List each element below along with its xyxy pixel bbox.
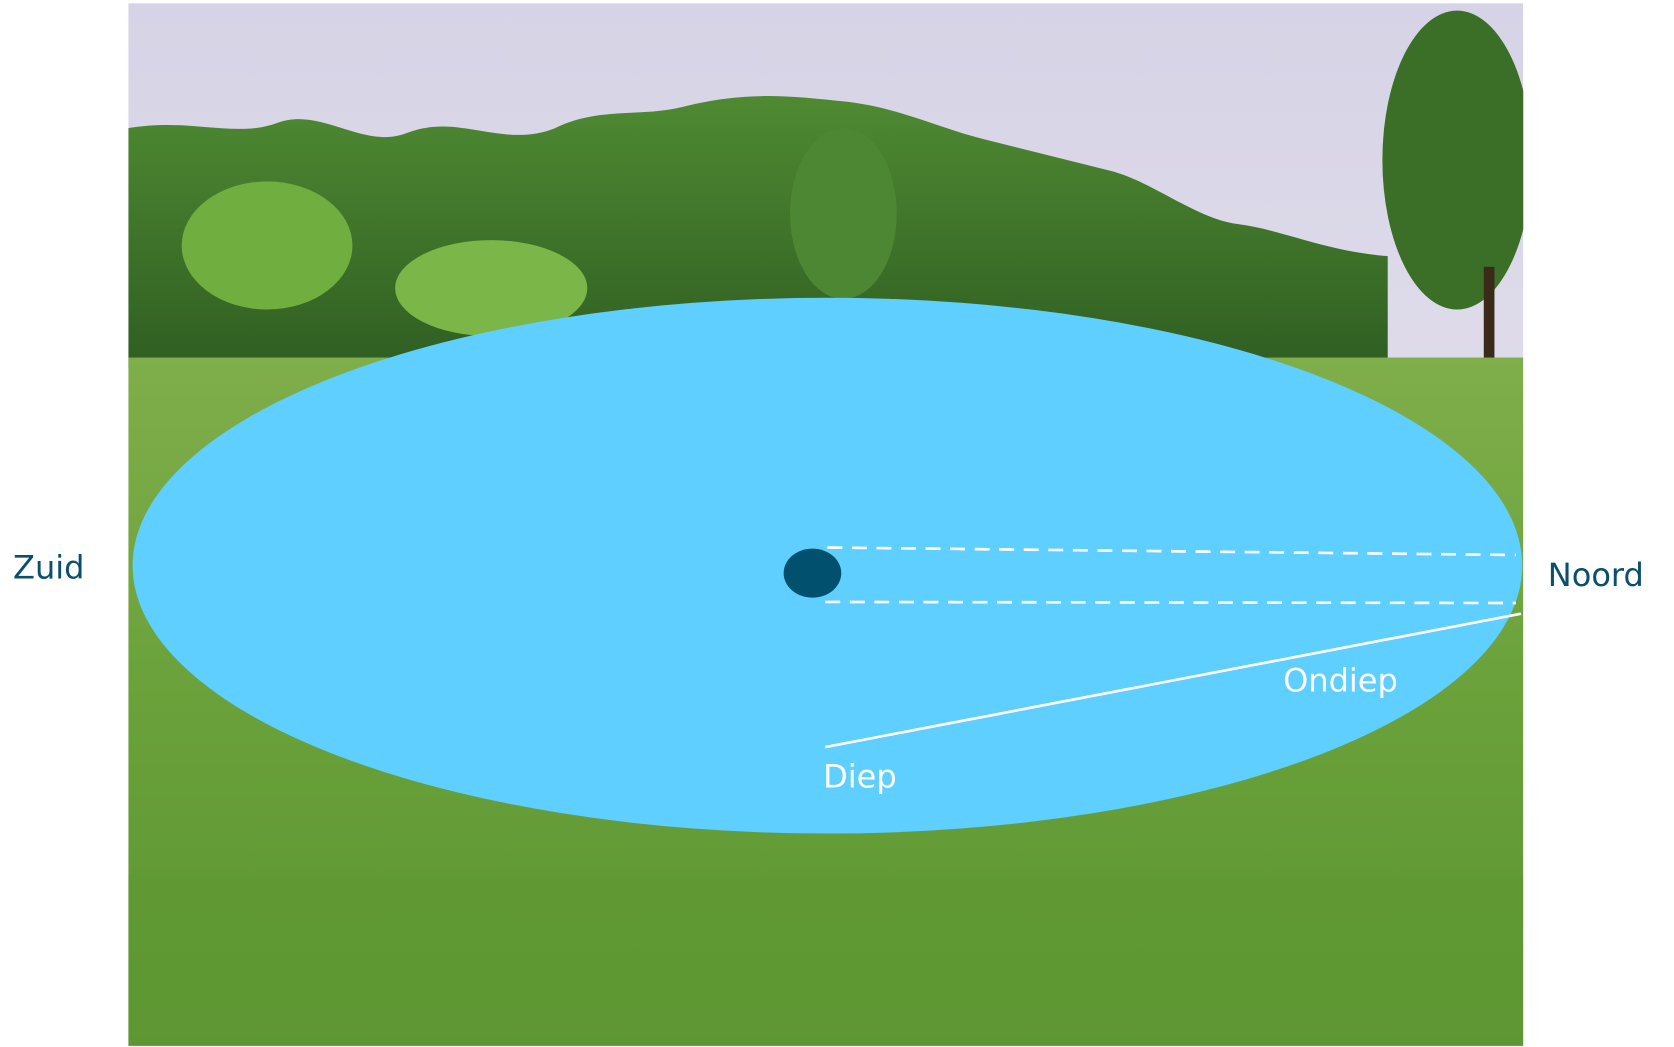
label-north: Noord: [1548, 556, 1644, 594]
dashed-line: [827, 546, 1516, 557]
label-shallow: Ondiep: [1283, 662, 1398, 700]
label-deep: Diep: [823, 758, 897, 796]
slope-line: [825, 612, 1522, 749]
label-south: Zuid: [13, 548, 84, 586]
center-point: [783, 548, 842, 598]
dashed-line: [825, 600, 1516, 605]
